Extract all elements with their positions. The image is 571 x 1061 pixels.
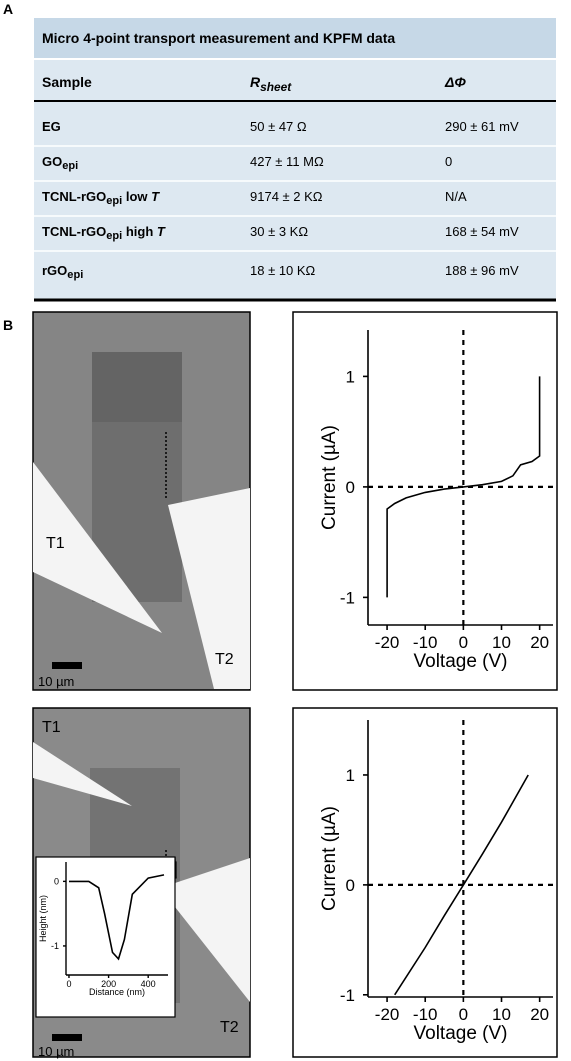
x-tick-label: 20	[530, 1005, 549, 1024]
x-tick-label: 400	[141, 979, 156, 989]
x-tick-label: -10	[413, 1005, 438, 1024]
plot-frame	[292, 707, 558, 1058]
x-tick-label: 0	[66, 979, 71, 989]
y-tick-label: 0	[54, 877, 59, 887]
cell-text: high	[122, 224, 157, 239]
table-cell: GOepi	[42, 154, 78, 172]
cell-text: sheet	[260, 80, 292, 94]
probe-label: T2	[215, 651, 234, 668]
x-axis-label: Voltage (V)	[414, 651, 508, 672]
cell-text: 188 ± 96 mV	[445, 263, 519, 278]
y-axis-label: Current (µA)	[319, 425, 340, 530]
cell-text: ΔΦ	[444, 74, 466, 90]
x-tick-label: 200	[101, 979, 116, 989]
table-cell: 0	[445, 154, 452, 169]
table-cell: 50 ± 47 Ω	[250, 119, 307, 134]
x-tick-label: -10	[413, 633, 438, 652]
data-line	[394, 774, 529, 996]
cell-text: 0	[445, 154, 452, 169]
cell-text: Sample	[42, 74, 92, 90]
y-tick-label: -1	[340, 986, 355, 1005]
chart: 0 200 400 -1 0 Distance (nm) Height (nm)	[38, 862, 168, 997]
cell-text: epi	[106, 230, 122, 242]
data-line	[69, 874, 165, 961]
cell-text: 427 ± 11 MΩ	[250, 154, 324, 169]
y-tick-label: 1	[346, 766, 355, 785]
x-tick-label: 10	[492, 633, 511, 652]
probe-label: T2	[220, 1019, 239, 1036]
table-title-band	[34, 18, 556, 58]
probe-label: T1	[42, 719, 61, 736]
cell-text: 50 ± 47 Ω	[250, 119, 307, 134]
y-axis-label: Current (µA)	[319, 806, 340, 911]
x-tick-label: -20	[375, 633, 400, 652]
table-cell: 30 ± 3 KΩ	[250, 224, 308, 239]
table-title: Micro 4-point transport measurement and …	[42, 30, 395, 46]
cell-text: EG	[42, 119, 61, 134]
cell-text: N/A	[445, 189, 467, 204]
table-cell: 168 ± 54 mV	[445, 224, 519, 239]
cell-text: epi	[106, 195, 122, 207]
panel-label: B	[3, 317, 13, 333]
cell-text: 30 ± 3 KΩ	[250, 224, 308, 239]
x-tick-label: 10	[492, 1005, 511, 1024]
y-tick-label: 0	[346, 876, 355, 895]
x-axis-label: Voltage (V)	[414, 1023, 508, 1044]
cell-text: T	[151, 189, 160, 204]
table-cell: 188 ± 96 mV	[445, 263, 519, 278]
x-tick-label: 0	[459, 633, 468, 652]
micrograph	[32, 707, 251, 1058]
y-tick-label: -1	[340, 588, 355, 607]
y-axis-label: Height (nm)	[38, 895, 48, 942]
scale-bar-label: 10 µm	[38, 674, 74, 689]
cell-text: rGO	[42, 263, 67, 278]
table-cell: 18 ± 10 KΩ	[250, 263, 316, 278]
cell-text: TCNL-rGO	[42, 224, 106, 239]
cell-text: TCNL-rGO	[42, 189, 106, 204]
scale-bar-label: 10 µm	[38, 1044, 74, 1059]
data-line	[386, 376, 541, 598]
x-tick-label: -20	[375, 1005, 400, 1024]
cell-text: 168 ± 54 mV	[445, 224, 519, 239]
table-cell: 427 ± 11 MΩ	[250, 154, 324, 169]
y-tick-label: 0	[346, 478, 355, 497]
table-cell: Sample	[42, 74, 92, 90]
x-axis-label: Distance (nm)	[89, 987, 145, 997]
panel-label: A	[3, 1, 13, 17]
x-tick-label: 20	[530, 633, 549, 652]
table-cell: 9174 ± 2 KΩ	[250, 189, 323, 204]
cell-text: 18 ± 10 KΩ	[250, 263, 316, 278]
probe-label: T1	[46, 535, 65, 552]
table-cell: EG	[42, 119, 61, 134]
y-tick-label: -1	[51, 941, 59, 951]
cell-text: low	[122, 189, 151, 204]
cell-text: 9174 ± 2 KΩ	[250, 189, 323, 204]
cell-text: epi	[67, 269, 83, 281]
y-tick-label: 1	[346, 367, 355, 386]
cell-text: GO	[42, 154, 62, 169]
table-cell: 290 ± 61 mV	[445, 119, 519, 134]
table-cell: Rsheet	[250, 74, 292, 94]
x-tick-label: 0	[459, 1005, 468, 1024]
table-cell: ΔΦ	[444, 74, 466, 90]
cell-text: R	[250, 74, 261, 90]
cell-text: epi	[62, 160, 78, 172]
table-cell: N/A	[445, 189, 467, 204]
plot-frame	[292, 311, 558, 691]
micrograph	[32, 311, 251, 691]
table-cell: TCNL-rGOepi high T	[42, 224, 166, 242]
cell-text: 290 ± 61 mV	[445, 119, 519, 134]
table-cell: rGOepi	[42, 263, 83, 281]
table-background	[34, 18, 556, 300]
table-cell: TCNL-rGOepi low T	[42, 189, 160, 207]
cell-text: T	[157, 224, 166, 239]
